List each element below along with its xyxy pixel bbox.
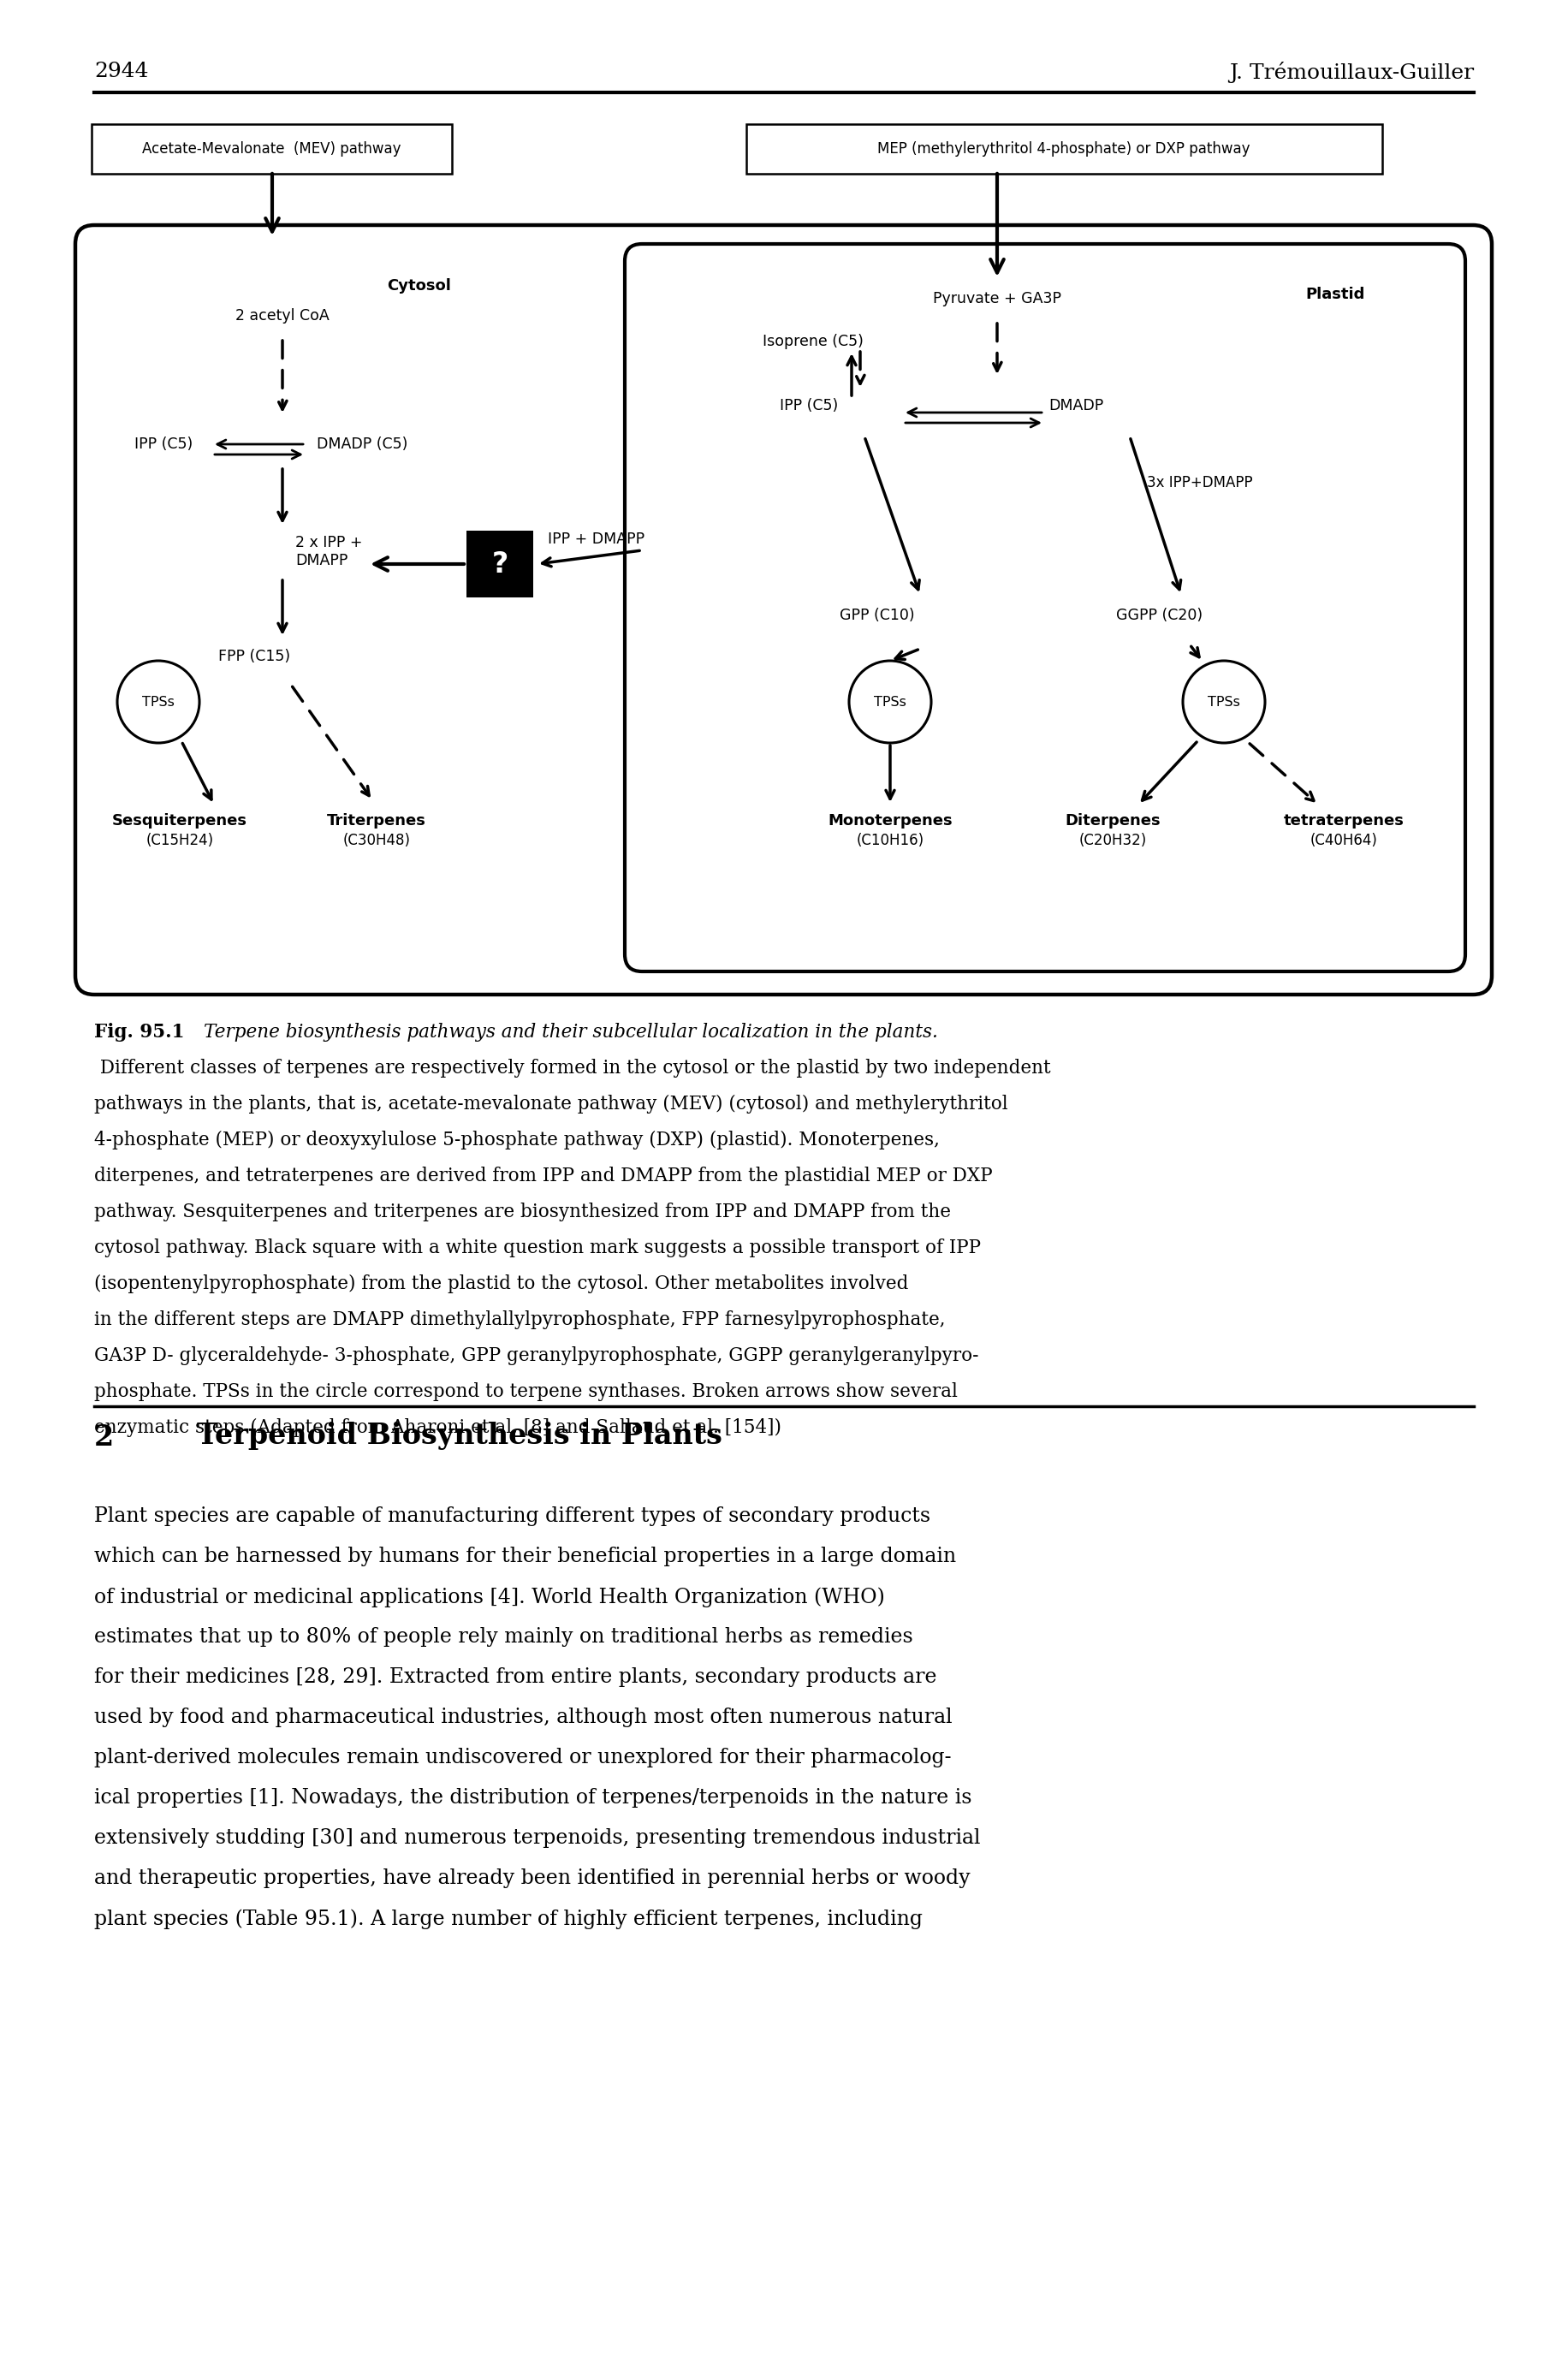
Circle shape (1182, 661, 1265, 744)
Text: pathways in the plants, that is, acetate-mevalonate pathway (MEV) (cytosol) and : pathways in the plants, that is, acetate… (94, 1095, 1008, 1114)
Text: ical properties [1]. Nowadays, the distribution of terpenes/terpenoids in the na: ical properties [1]. Nowadays, the distr… (94, 1789, 972, 1808)
Text: Diterpenes: Diterpenes (1065, 813, 1160, 829)
Text: which can be harnessed by humans for their beneficial properties in a large doma: which can be harnessed by humans for the… (94, 1547, 956, 1566)
Text: J. Trémouillaux-Guiller: J. Trémouillaux-Guiller (1229, 62, 1474, 83)
Circle shape (848, 661, 931, 744)
Text: tetraterpenes: tetraterpenes (1284, 813, 1403, 829)
Text: Terpene biosynthesis pathways and their subcellular localization in the plants.: Terpene biosynthesis pathways and their … (204, 1022, 938, 1041)
Text: extensively studding [30] and numerous terpenoids, presenting tremendous industr: extensively studding [30] and numerous t… (94, 1827, 980, 1849)
Text: Monoterpenes: Monoterpenes (828, 813, 952, 829)
Text: Fig. 95.1: Fig. 95.1 (94, 1022, 185, 1041)
Text: Cytosol: Cytosol (387, 278, 452, 295)
Text: 4-phosphate (MEP) or deoxyxylulose 5-phosphate pathway (DXP) (plastid). Monoterp: 4-phosphate (MEP) or deoxyxylulose 5-pho… (94, 1131, 939, 1150)
Text: DMADP: DMADP (1049, 399, 1104, 413)
Text: (isopentenylpyrophosphate) from the plastid to the cytosol. Other metabolites in: (isopentenylpyrophosphate) from the plas… (94, 1274, 908, 1293)
Text: Plant species are capable of manufacturing different types of secondary products: Plant species are capable of manufacturi… (94, 1506, 930, 1525)
Text: and therapeutic properties, have already been identified in perennial herbs or w: and therapeutic properties, have already… (94, 1868, 971, 1889)
Text: GGPP (C20): GGPP (C20) (1116, 608, 1203, 623)
Text: diterpenes, and tetraterpenes are derived from IPP and DMAPP from the plastidial: diterpenes, and tetraterpenes are derive… (94, 1167, 993, 1186)
Text: plant species (Table 95.1). A large number of highly efficient terpenes, includi: plant species (Table 95.1). A large numb… (94, 1908, 922, 1929)
Text: phosphate. TPSs in the circle correspond to terpene synthases. Broken arrows sho: phosphate. TPSs in the circle correspond… (94, 1383, 958, 1402)
Text: (C30H48): (C30H48) (343, 834, 411, 848)
Text: IPP (C5): IPP (C5) (779, 399, 837, 413)
Text: used by food and pharmaceutical industries, although most often numerous natural: used by food and pharmaceutical industri… (94, 1708, 952, 1727)
FancyBboxPatch shape (75, 226, 1491, 996)
Text: TPSs: TPSs (1207, 696, 1240, 708)
Text: Isoprene (C5): Isoprene (C5) (762, 333, 864, 349)
Text: GPP (C10): GPP (C10) (840, 608, 914, 623)
FancyBboxPatch shape (624, 245, 1465, 972)
Text: (C20H32): (C20H32) (1079, 834, 1146, 848)
Text: IPP + DMAPP: IPP + DMAPP (547, 532, 644, 546)
Text: Sesquiterpenes: Sesquiterpenes (113, 813, 248, 829)
Text: Acetate-Mevalonate  (MEV) pathway: Acetate-Mevalonate (MEV) pathway (141, 140, 401, 157)
Text: GA3P D- glyceraldehyde- 3-phosphate, GPP geranylpyrophosphate, GGPP geranylgeran: GA3P D- glyceraldehyde- 3-phosphate, GPP… (94, 1347, 978, 1366)
Text: Pyruvate + GA3P: Pyruvate + GA3P (933, 290, 1062, 307)
Text: estimates that up to 80% of people rely mainly on traditional herbs as remedies: estimates that up to 80% of people rely … (94, 1628, 913, 1647)
Text: plant-derived molecules remain undiscovered or unexplored for their pharmacolog-: plant-derived molecules remain undiscove… (94, 1749, 952, 1768)
Text: Triterpenes: Triterpenes (328, 813, 426, 829)
FancyBboxPatch shape (91, 124, 452, 173)
Text: DMADP (C5): DMADP (C5) (317, 437, 408, 451)
Text: Terpenoid Biosynthesis in Plants: Terpenoid Biosynthesis in Plants (198, 1421, 723, 1449)
FancyBboxPatch shape (466, 530, 533, 596)
Text: 2: 2 (94, 1423, 114, 1452)
Text: ?: ? (492, 549, 508, 577)
FancyBboxPatch shape (746, 124, 1383, 173)
Text: 2 x IPP +
DMAPP: 2 x IPP + DMAPP (295, 535, 362, 568)
Text: (C10H16): (C10H16) (856, 834, 924, 848)
Text: of industrial or medicinal applications [4]. World Health Organization (WHO): of industrial or medicinal applications … (94, 1587, 884, 1606)
Text: TPSs: TPSs (143, 696, 174, 708)
Text: IPP (C5): IPP (C5) (135, 437, 193, 451)
Text: cytosol pathway. Black square with a white question mark suggests a possible tra: cytosol pathway. Black square with a whi… (94, 1238, 982, 1257)
Text: 2944: 2944 (94, 62, 149, 81)
Text: TPSs: TPSs (873, 696, 906, 708)
Text: for their medicines [28, 29]. Extracted from entire plants, secondary products a: for their medicines [28, 29]. Extracted … (94, 1668, 936, 1687)
Text: (C40H64): (C40H64) (1309, 834, 1378, 848)
Text: enzymatic steps (Adapted from Aharoni et al. [8] and Sallaud et al. [154]): enzymatic steps (Adapted from Aharoni et… (94, 1418, 781, 1437)
Text: in the different steps are DMAPP dimethylallylpyrophosphate, FPP farnesylpyropho: in the different steps are DMAPP dimethy… (94, 1312, 946, 1328)
Text: pathway. Sesquiterpenes and triterpenes are biosynthesized from IPP and DMAPP fr: pathway. Sesquiterpenes and triterpenes … (94, 1202, 950, 1221)
Text: Plastid: Plastid (1306, 287, 1364, 302)
Text: MEP (methylerythritol 4-phosphate) or DXP pathway: MEP (methylerythritol 4-phosphate) or DX… (878, 140, 1250, 157)
Text: FPP (C15): FPP (C15) (218, 649, 290, 665)
Text: 3x IPP+DMAPP: 3x IPP+DMAPP (1146, 475, 1253, 489)
Text: Different classes of terpenes are respectively formed in the cytosol or the plas: Different classes of terpenes are respec… (94, 1060, 1051, 1079)
Text: (C15H24): (C15H24) (146, 834, 213, 848)
Circle shape (118, 661, 199, 744)
Text: 2 acetyl CoA: 2 acetyl CoA (235, 309, 329, 323)
